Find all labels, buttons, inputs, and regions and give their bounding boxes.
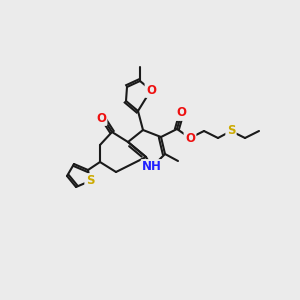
- Text: O: O: [185, 131, 195, 145]
- Text: O: O: [176, 106, 186, 119]
- Text: O: O: [146, 83, 156, 97]
- Text: O: O: [96, 112, 106, 124]
- Text: S: S: [86, 175, 94, 188]
- Text: NH: NH: [142, 160, 162, 173]
- Text: S: S: [227, 124, 235, 137]
